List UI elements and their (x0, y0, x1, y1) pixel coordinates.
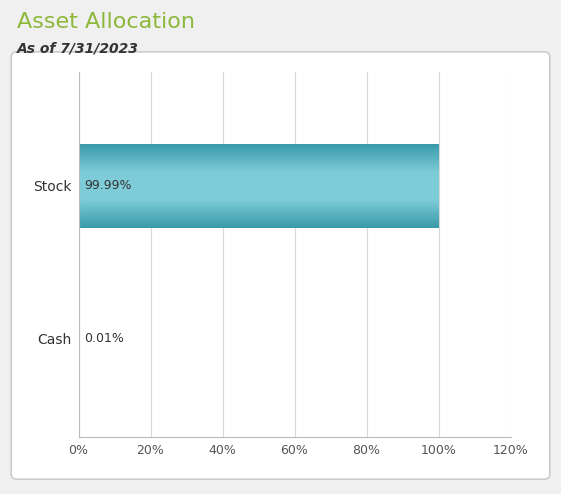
Text: 99.99%: 99.99% (84, 179, 131, 192)
Text: 0.01%: 0.01% (84, 331, 124, 345)
Text: As of 7/31/2023: As of 7/31/2023 (17, 42, 139, 56)
Text: Asset Allocation: Asset Allocation (17, 12, 195, 32)
